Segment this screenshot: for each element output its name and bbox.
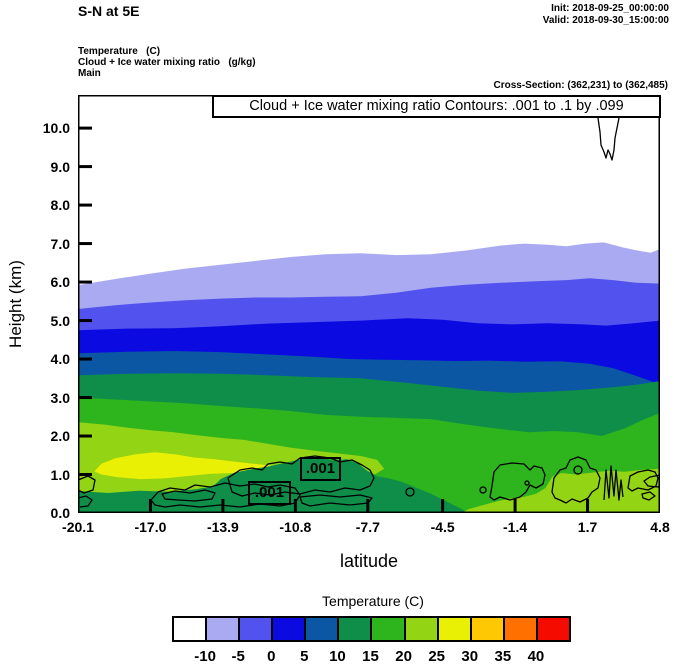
cloud-contour-line	[78, 475, 96, 494]
colorbar-tick-label: 40	[527, 648, 545, 665]
cloud-contour-line	[597, 117, 620, 161]
cloud-contour-line	[78, 495, 93, 508]
y-tick-label: 8.0	[50, 197, 70, 214]
colorbar-cell	[436, 616, 472, 642]
init-time: Init: 2018-09-25_00:00:00	[551, 3, 669, 14]
x-tick-label: 1.7	[577, 519, 598, 535]
cloud-contour-line	[551, 456, 601, 504]
colorbar-cell	[403, 616, 439, 642]
colorbar-title: Temperature (C)	[322, 593, 424, 609]
y-tick-label: 2.0	[50, 428, 70, 445]
y-tick-label: 3.0	[50, 389, 70, 406]
colorbar-tick-label: -10	[194, 648, 216, 665]
cloud-contour-line	[227, 455, 375, 497]
x-tick-label: -7.7	[355, 519, 380, 535]
colorbar-cell	[271, 616, 307, 642]
contour-label: .001	[248, 481, 291, 505]
cloud-contour-line	[627, 469, 659, 492]
cloud-contour-line	[489, 462, 546, 501]
colorbar-cell	[172, 616, 208, 642]
y-tick-label: 9.0	[50, 158, 70, 175]
page-title: S-N at 5E	[78, 3, 140, 19]
colorbar-tick-label: 30	[461, 648, 479, 665]
field-list: Temperature (C) Cloud + Ice water mixing…	[78, 46, 256, 79]
cloud-contour-line	[643, 474, 660, 488]
contour-title-box: Cloud + Ice water mixing ratio Contours:…	[212, 95, 661, 118]
colorbar-cell	[535, 616, 571, 642]
contour-label: .001	[300, 457, 341, 481]
colorbar-tick-label: 20	[395, 648, 412, 665]
y-tick-label: 7.0	[50, 235, 70, 252]
cloud-contour-line	[161, 489, 216, 502]
cross-section-coords: Cross-Section: (362,231) to (362,485)	[493, 80, 668, 91]
cloud-contour-loop	[573, 465, 583, 475]
y-axis-title: Height (km)	[6, 260, 25, 348]
colorbar-cell	[469, 616, 505, 642]
y-tick-label: 0.0	[50, 505, 70, 521]
x-tick-label: -17.0	[134, 519, 167, 535]
x-tick-label: -20.1	[62, 519, 94, 535]
x-tick-label: 4.8	[650, 519, 670, 535]
run-times: Init: 2018-09-25_00:00:00 Valid: 2018-09…	[543, 3, 669, 26]
x-axis-title: latitude	[339, 551, 399, 571]
x-tick-label: -10.8	[279, 519, 312, 535]
colorbar-tick-label: -5	[231, 648, 245, 665]
colorbar-tick-label: 5	[300, 648, 309, 665]
cloud-contour-line	[641, 491, 656, 501]
cross-section-plot	[78, 95, 660, 513]
colorbar	[172, 616, 571, 642]
cloud-contour-loop	[479, 486, 487, 494]
x-tick-label: -13.9	[206, 519, 239, 535]
y-tick-label: 10.0	[42, 120, 70, 137]
colorbar-tick-label: 25	[428, 648, 445, 665]
colorbar-cell	[238, 616, 274, 642]
cloud-contour-line	[150, 482, 301, 508]
colorbar-cell	[502, 616, 538, 642]
y-tick-label: 4.0	[50, 351, 70, 368]
colorbar-cell	[370, 616, 406, 642]
cloud-contour-loop	[405, 487, 415, 497]
x-tick-label: -1.4	[503, 519, 528, 535]
colorbar-cell	[337, 616, 373, 642]
colorbar-tick-label: 10	[329, 648, 346, 665]
colorbar-cell	[304, 616, 340, 642]
cloud-contour-line	[603, 465, 624, 501]
y-tick-label: 1.0	[50, 466, 70, 483]
valid-time: Valid: 2018-09-30_15:00:00	[542, 14, 669, 26]
colorbar-tick-label: 0	[267, 648, 276, 665]
y-tick-label: 5.0	[50, 312, 70, 329]
x-tick-label: -4.5	[430, 519, 455, 535]
cloud-contour-loop	[524, 480, 530, 486]
colorbar-cell	[205, 616, 241, 642]
colorbar-tick-label: 35	[494, 648, 512, 665]
y-tick-label: 6.0	[50, 274, 70, 291]
colorbar-tick-label: 15	[362, 648, 379, 665]
